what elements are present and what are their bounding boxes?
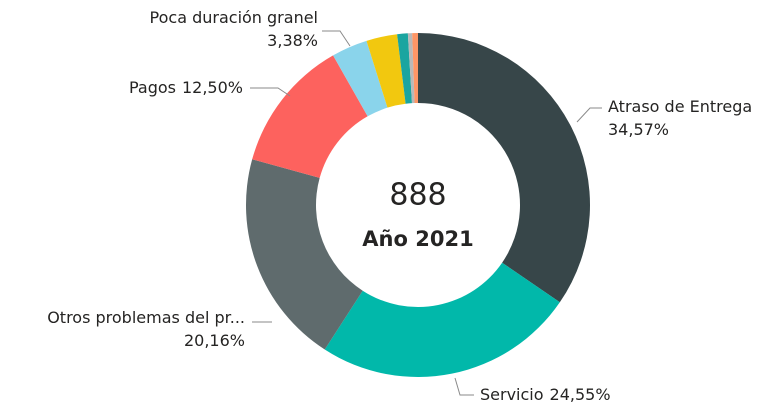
data-label: Otros problemas del pr... 20,16%	[47, 308, 245, 350]
leader-line	[454, 377, 474, 396]
donut-slice	[397, 33, 412, 104]
label-value: 24,55%	[550, 385, 611, 404]
label-name: Otros problemas del pr...	[47, 308, 245, 327]
donut-slice	[366, 34, 406, 108]
label-name: Servicio	[480, 385, 544, 404]
label-value: 3,38%	[267, 31, 318, 50]
donut-slice	[412, 33, 418, 104]
data-label: Pagos 12,50%	[129, 78, 243, 97]
center-label: Año 2021	[362, 227, 473, 251]
leader-line	[322, 30, 351, 47]
data-label: Poca duración granel 3,38%	[150, 8, 318, 50]
center-value: 888	[389, 178, 446, 213]
data-label: Atraso de Entrega 34,57%	[608, 97, 752, 139]
data-label: Servicio 24,55%	[480, 385, 611, 404]
leader-line	[576, 107, 602, 123]
donut-slice	[245, 159, 363, 350]
donut-slice	[252, 55, 368, 178]
donut-slice	[333, 40, 388, 117]
label-value: 34,57%	[608, 120, 669, 139]
label-name: Pagos	[129, 78, 176, 97]
label-value: 12,50%	[182, 78, 243, 97]
label-value: 20,16%	[184, 331, 245, 350]
donut-slice	[418, 33, 591, 303]
donut-slice	[407, 33, 415, 104]
leader-line	[250, 87, 291, 97]
label-name: Atraso de Entrega	[608, 97, 752, 116]
donut-slice	[324, 262, 560, 378]
label-name: Poca duración granel	[150, 8, 318, 27]
